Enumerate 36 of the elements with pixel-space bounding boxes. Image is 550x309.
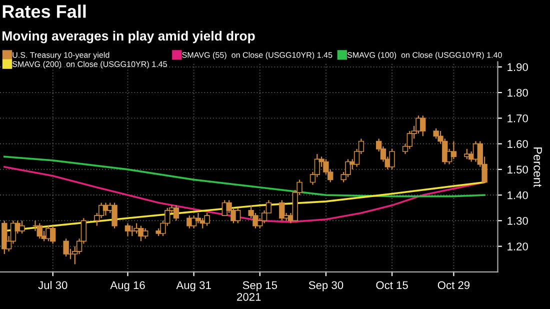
candlestick (389, 148, 395, 170)
y-tick-label: 1.80 (508, 88, 528, 97)
candlestick (173, 204, 180, 222)
legend-label: SMAVG (100) on Close (USGG10YR) 1.40 (347, 52, 502, 60)
x-axis-title: 2021 (237, 292, 261, 301)
x-tick-label: Oct 15 (376, 281, 408, 290)
y-tick-label: 1.20 (508, 242, 528, 250)
y-tick-label: 1.70 (508, 114, 528, 122)
x-tick-label: Jul 30 (38, 280, 68, 290)
y-tick-label: 1.90 (508, 63, 528, 72)
y-axis-title: Percent (534, 147, 542, 188)
legend-label: SMAVG (55) on Close (USGG10YR) 1.45 (182, 52, 332, 60)
candlestick (124, 222, 131, 237)
line-series (4, 156, 486, 198)
x-tick-label: Sep 15 (242, 281, 278, 292)
candlestick (19, 220, 25, 234)
candlestick (450, 140, 457, 160)
chart-subtitle: Moving averages in play amid yield drop (2, 30, 255, 44)
chart-title: Rates Fall (2, 4, 86, 18)
candlestick (63, 238, 69, 258)
x-tick-label: Aug 16 (110, 281, 145, 292)
legend-label: SMAVG (200) on Close (USGG10YR) 1.45 (12, 61, 167, 69)
legend-label: U.S. Treasury 10-year yield (12, 52, 110, 60)
candlestick (129, 225, 135, 237)
y-tick-label: 1.50 (508, 166, 528, 174)
x-tick-label: Oct 29 (438, 281, 470, 290)
x-tick-label: Sep 30 (308, 281, 344, 292)
candlestick (190, 214, 197, 229)
x-tick-label: Aug 31 (176, 281, 211, 292)
y-tick-label: 1.30 (508, 216, 528, 225)
candlestick (112, 202, 118, 229)
y-tick-label: 1.60 (508, 140, 528, 148)
y-tick-label: 1.40 (508, 191, 528, 200)
candlestick (204, 212, 210, 226)
candlestick (36, 222, 42, 240)
candlestick (279, 200, 285, 222)
